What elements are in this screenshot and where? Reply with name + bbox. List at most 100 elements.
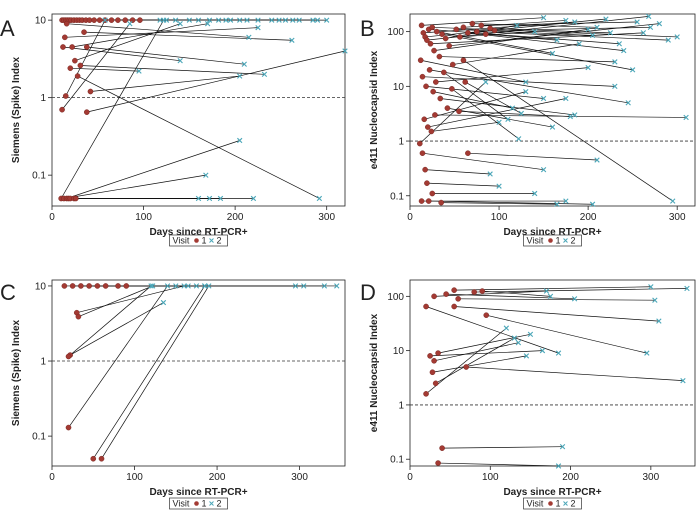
pair-line: [447, 107, 553, 128]
visit2-point: [127, 20, 133, 27]
visit1-point: [83, 44, 90, 50]
visit2-point: [629, 67, 636, 73]
visit1-point: [115, 17, 121, 23]
pair-line: [427, 98, 566, 128]
visit1-point: [424, 37, 430, 43]
pair-line: [61, 23, 131, 110]
visit1-point: [423, 303, 429, 310]
y-tick-label: 0.1: [32, 171, 46, 182]
visit2-point: [202, 283, 208, 289]
x-axis-label: Days since RT-PCR+: [149, 227, 247, 238]
pair-line: [86, 50, 346, 113]
visit1-point: [451, 287, 457, 293]
pair-line: [425, 169, 491, 175]
pair-line: [422, 152, 544, 171]
visit2-point: [514, 22, 520, 29]
visit2-point: [523, 79, 529, 85]
x-tick-label: 200: [562, 472, 579, 483]
visit2-point: [647, 24, 654, 30]
visit1-point: [90, 455, 97, 462]
visit1-point: [465, 30, 471, 36]
plot-frame: [51, 279, 346, 467]
x-tick-label: 300: [318, 212, 335, 223]
visit1-point: [451, 303, 457, 310]
visit2-point: [674, 34, 680, 40]
visit2-point: [237, 17, 243, 23]
visit2-point: [164, 283, 171, 289]
x-tick-label: 100: [126, 472, 143, 483]
y-tick-label: 1: [40, 93, 46, 104]
legend-visit2-marker: [209, 238, 214, 243]
pair-line: [442, 446, 563, 449]
pair-line: [494, 26, 651, 31]
legend-visit2-marker: [563, 501, 568, 506]
x-axis-label: Days since RT-PCR+: [503, 227, 601, 238]
visit2-point: [181, 283, 187, 289]
visit1-point: [78, 283, 84, 289]
visit1-point: [94, 283, 101, 289]
visit2-point: [314, 17, 321, 23]
pair-line: [431, 121, 500, 132]
visit2-point: [684, 285, 690, 292]
visit2-point: [554, 201, 560, 207]
x-tick-label: 300: [643, 472, 660, 483]
pair-line: [77, 75, 320, 199]
pair-line: [60, 19, 165, 199]
visit1-point: [469, 20, 476, 27]
legend: Visit 1 2: [523, 234, 582, 247]
x-tick-label: 0: [49, 472, 55, 483]
visit2-point: [503, 325, 510, 331]
visit1-point: [439, 31, 445, 37]
visit2-point: [136, 68, 142, 74]
legend-visit1-marker: [548, 238, 553, 243]
visit2-point: [244, 17, 250, 23]
visit2-point: [316, 195, 323, 202]
visit2-point: [250, 195, 257, 202]
pair-line: [490, 27, 611, 34]
visit2-point: [150, 283, 156, 289]
visit2-point: [483, 79, 489, 85]
pair-line: [68, 285, 168, 428]
visit1-point: [81, 29, 87, 35]
pair-line: [76, 285, 185, 314]
visit2-point: [177, 20, 183, 27]
pair-line: [459, 31, 535, 38]
visit1-point: [59, 106, 65, 113]
legend-title: Visit: [173, 236, 190, 246]
plot-frame: [51, 13, 346, 207]
visit1-point: [123, 283, 130, 289]
visit1-point: [83, 109, 90, 115]
visit2-point: [603, 16, 609, 22]
visit2-point: [683, 114, 689, 121]
visit1-point: [421, 116, 428, 123]
pair-line: [474, 288, 687, 293]
pair-line: [430, 350, 543, 357]
pair-line: [74, 23, 181, 61]
visit2-point: [656, 318, 662, 324]
visit1-point: [446, 43, 452, 49]
visit2-point: [342, 48, 348, 54]
y-tick-label: 100: [387, 292, 404, 303]
panel-letter: C: [0, 280, 16, 305]
visit2-point: [589, 32, 596, 39]
visit1-point: [429, 369, 436, 376]
pair-line: [425, 85, 544, 99]
visit2-point: [665, 37, 671, 43]
pair-line: [441, 202, 557, 205]
visit2-point: [531, 28, 538, 35]
visit2-point: [680, 377, 686, 384]
visit2-point: [203, 172, 209, 178]
pair-line: [426, 182, 500, 187]
visit1-point: [423, 83, 429, 90]
visit2-point: [645, 13, 652, 20]
y-tick-label: 10: [393, 346, 405, 357]
visit2-point: [223, 17, 229, 23]
visit1-point: [115, 283, 121, 289]
pair-line: [84, 31, 292, 41]
visit2-point: [567, 113, 574, 120]
pair-line: [435, 337, 515, 384]
visit1-point: [439, 445, 445, 451]
visit1-point: [75, 313, 82, 320]
pair-line: [434, 114, 687, 118]
legend-title: Visit: [527, 499, 544, 509]
